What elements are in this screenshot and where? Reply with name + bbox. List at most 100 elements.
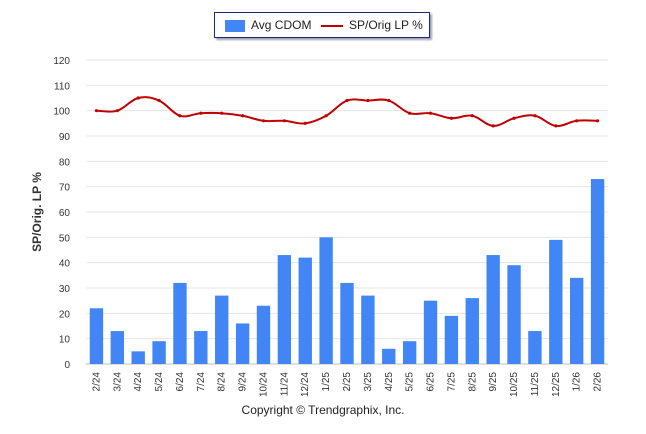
line-point	[491, 124, 495, 128]
bar	[382, 348, 396, 364]
bar	[131, 351, 145, 364]
line-point	[136, 96, 140, 100]
bar	[507, 265, 521, 364]
bar	[277, 255, 292, 364]
x-tick-label: 5/25	[405, 372, 416, 392]
legend: Avg CDOM SP/Orig LP %	[214, 12, 430, 38]
line-point	[94, 109, 99, 113]
legend-bar-swatch	[225, 20, 245, 32]
x-tick-label: 2/25	[342, 372, 353, 392]
line-point	[220, 111, 224, 115]
x-tick-label: 5/24	[154, 372, 165, 392]
y-tick-label: 40	[59, 259, 71, 270]
x-tick-label: 4/25	[384, 372, 395, 392]
line-point	[178, 114, 182, 118]
line-point	[261, 119, 266, 123]
line-point	[408, 111, 412, 115]
y-tick-label: 10	[59, 335, 71, 346]
y-tick-label: 80	[59, 157, 71, 168]
bar	[590, 179, 605, 364]
bar	[173, 282, 187, 364]
x-tick-label: 1/25	[321, 372, 332, 392]
line-point	[428, 111, 433, 115]
x-tick-label: 6/25	[426, 372, 437, 392]
x-tick-label: 9/24	[238, 372, 249, 392]
bar	[486, 255, 500, 364]
line-point	[199, 111, 203, 115]
x-tick-label: 11/25	[530, 372, 541, 397]
x-tick-label: 2/24	[91, 372, 102, 392]
x-tick-label: 11/24	[279, 372, 290, 397]
line-point	[303, 121, 307, 125]
y-tick-label: 110	[54, 81, 70, 92]
bar	[110, 331, 125, 364]
bar-series	[89, 179, 605, 364]
x-tick-label: 6/24	[175, 372, 186, 392]
line-point	[115, 109, 119, 113]
x-tick-label: 12/25	[551, 372, 562, 397]
x-axis-ticks: 2/24 3/24 4/24 5/24 6/24 7/24 8/24 9/24 10/24 11/…	[91, 372, 603, 397]
bar	[402, 341, 417, 364]
y-tick-label: 0	[64, 360, 70, 371]
y-tick-label: 90	[59, 132, 71, 143]
line-point	[554, 124, 558, 128]
line-point	[449, 116, 453, 120]
x-tick-label: 8/25	[467, 372, 478, 392]
x-tick-label: 1/26	[572, 372, 583, 392]
bar	[319, 237, 333, 364]
x-tick-label: 12/24	[300, 372, 311, 397]
line-point	[575, 119, 579, 123]
bar	[152, 341, 166, 364]
bar	[528, 331, 542, 364]
x-tick-label: 8/24	[217, 372, 228, 392]
line-point	[241, 114, 245, 118]
x-tick-label: 3/24	[112, 372, 123, 392]
x-tick-label: 7/25	[446, 372, 457, 392]
bar	[340, 282, 354, 364]
y-tick-label: 30	[59, 284, 71, 295]
line-point	[366, 98, 370, 103]
bar	[256, 305, 271, 364]
legend-line-label: SP/Orig LP %	[349, 18, 423, 32]
bar	[549, 239, 563, 364]
line-point	[533, 114, 537, 118]
x-tick-label: 7/24	[196, 372, 207, 392]
bar	[215, 295, 229, 364]
x-tick-label: 2/26	[593, 372, 604, 392]
y-tick-label: 60	[59, 208, 71, 219]
x-tick-label: 10/25	[509, 372, 520, 397]
y-axis-ticks: 0 10 20 30 40 50 60 70 80 90 100 110 120	[53, 56, 70, 371]
line-point	[595, 119, 600, 123]
line-point	[282, 119, 286, 123]
line-point	[387, 98, 391, 103]
legend-line-swatch	[321, 25, 343, 27]
line-point	[512, 116, 516, 120]
bar	[298, 257, 312, 364]
copyright-text: Copyright © Trendgraphix, Inc.	[241, 403, 405, 417]
line-point	[157, 98, 161, 103]
bar	[89, 308, 104, 364]
line-point	[470, 114, 474, 118]
bar	[361, 295, 375, 364]
x-tick-label: 9/25	[488, 372, 499, 392]
bar	[569, 277, 584, 364]
y-tick-label: 120	[53, 56, 70, 67]
line-point	[324, 114, 328, 118]
line-series	[94, 96, 600, 128]
y-tick-label: 100	[53, 107, 70, 118]
bar	[465, 298, 479, 364]
y-tick-label: 70	[59, 183, 71, 194]
bar	[444, 315, 459, 364]
y-axis-label: SP/Orig. LP %	[30, 172, 44, 252]
line-point	[345, 98, 349, 103]
legend-bar-label: Avg CDOM	[251, 18, 312, 32]
x-tick-label: 10/24	[258, 372, 269, 397]
y-tick-label: 20	[59, 309, 71, 320]
bar	[423, 300, 438, 364]
bar	[235, 323, 250, 364]
bar	[194, 331, 208, 364]
y-tick-label: 50	[59, 233, 71, 244]
x-tick-label: 3/25	[363, 372, 374, 392]
x-tick-label: 4/24	[133, 372, 144, 392]
